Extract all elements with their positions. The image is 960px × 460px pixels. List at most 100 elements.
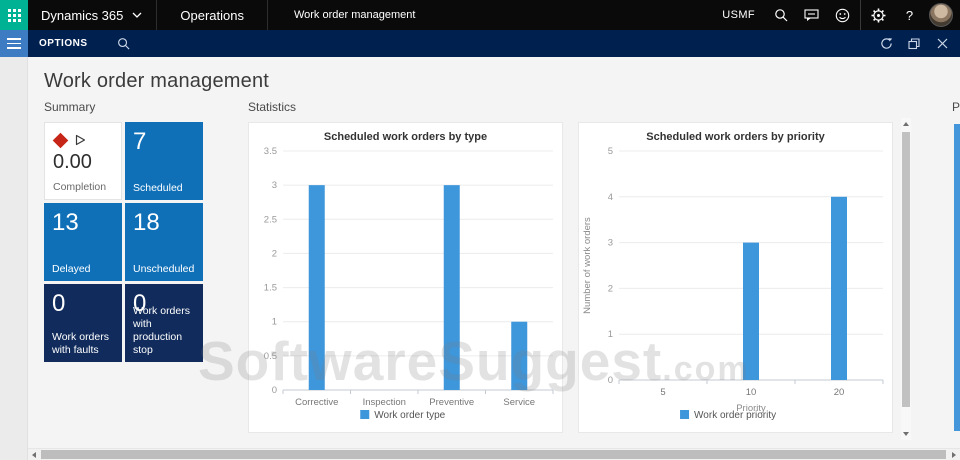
- collapsed-nav-rail[interactable]: [0, 57, 28, 460]
- smiley-icon: [835, 8, 850, 22]
- tile-label: Completion: [53, 180, 107, 193]
- play-icon: [75, 134, 86, 146]
- svg-text:3: 3: [608, 238, 613, 249]
- tile-value: 13: [52, 209, 79, 236]
- svg-text:4: 4: [608, 192, 613, 203]
- help-button[interactable]: ?: [894, 0, 925, 30]
- horizontal-scrollbar[interactable]: [28, 448, 960, 460]
- action-search-button[interactable]: [108, 29, 139, 59]
- scroll-left-arrow-icon[interactable]: [32, 452, 36, 458]
- tile-value: 0: [133, 290, 147, 317]
- tile-value: 0: [52, 290, 66, 317]
- tile-label: Work orders with production stop: [133, 304, 190, 356]
- topbar-divider: [156, 0, 158, 30]
- tile-delayed[interactable]: 13 Delayed: [44, 203, 122, 281]
- smiley-button[interactable]: [827, 0, 858, 30]
- company-selector[interactable]: USMF: [722, 9, 755, 21]
- topbar: Dynamics 365 Operations Work order manag…: [0, 0, 960, 30]
- close-button[interactable]: [930, 32, 954, 56]
- svg-text:0.5: 0.5: [264, 351, 277, 362]
- svg-text:0: 0: [608, 375, 613, 386]
- refresh-icon: [880, 38, 892, 49]
- help-icon: ?: [905, 7, 914, 23]
- svg-text:Inspection: Inspection: [363, 397, 406, 408]
- svg-text:Number of work orders: Number of work orders: [582, 217, 593, 314]
- svg-text:Scheduled work orders by prior: Scheduled work orders by priority: [646, 131, 825, 143]
- app-name-button[interactable]: Operations: [157, 0, 267, 30]
- tile-work-orders-with-faults[interactable]: 0 Work orders with faults: [44, 284, 122, 362]
- options-menu-button[interactable]: OPTIONS: [39, 38, 88, 49]
- svg-text:3.5: 3.5: [264, 146, 277, 157]
- tile-completion[interactable]: 0.00 Completion: [44, 122, 122, 200]
- vertical-scrollbar-thumb[interactable]: [902, 132, 910, 407]
- chart-card-work-orders-by-priority: Scheduled work orders by priority 0 1 2 3 4 5 5…: [578, 122, 893, 433]
- tile-label: Work orders with faults: [52, 330, 109, 356]
- svg-text:Service: Service: [503, 397, 535, 408]
- product-switcher[interactable]: Dynamics 365: [28, 0, 156, 30]
- svg-text:5: 5: [660, 387, 665, 398]
- page-title: Work order management: [44, 70, 270, 92]
- tile-value: 18: [133, 209, 160, 236]
- scroll-right-arrow-icon[interactable]: [952, 452, 956, 458]
- app-name: Operations: [180, 7, 244, 23]
- svg-text:0: 0: [272, 385, 277, 396]
- tile-value: 7: [133, 128, 147, 155]
- svg-text:1: 1: [608, 329, 613, 340]
- svg-text:Corrective: Corrective: [295, 397, 338, 408]
- window-controls: [874, 32, 954, 56]
- tile-label: Delayed: [52, 262, 91, 275]
- app-launcher-button[interactable]: [0, 0, 28, 30]
- svg-text:1: 1: [272, 317, 277, 328]
- svg-text:20: 20: [834, 387, 845, 398]
- tile-label: Scheduled: [133, 181, 183, 194]
- topbar-actions: USMF: [712, 0, 960, 30]
- tile-unscheduled[interactable]: 18 Unscheduled: [125, 203, 203, 281]
- search-icon: [117, 38, 129, 50]
- scroll-down-arrow-icon[interactable]: [903, 432, 909, 436]
- hamburger-icon: [7, 38, 21, 40]
- svg-text:Priority: Priority: [736, 403, 766, 414]
- horizontal-scrollbar-thumb[interactable]: [41, 450, 946, 459]
- next-section-heading: P: [952, 100, 960, 114]
- topbar-divider: [266, 0, 268, 30]
- svg-text:2: 2: [272, 248, 277, 259]
- hamburger-button[interactable]: [0, 30, 28, 57]
- chevron-down-icon: [132, 12, 142, 18]
- svg-text:Scheduled work orders by type: Scheduled work orders by type: [324, 131, 487, 143]
- page-tab[interactable]: Work order management: [268, 0, 441, 30]
- tile-value: 0.00: [53, 151, 92, 173]
- scroll-up-arrow-icon[interactable]: [903, 122, 909, 126]
- vertical-scrollbar[interactable]: [901, 118, 911, 440]
- bar-chart-by-priority: Scheduled work orders by priority 0 1 2 3 4 5 5…: [582, 131, 884, 421]
- topbar-divider: [860, 0, 861, 30]
- kpi-icons: [52, 132, 113, 148]
- tile-label: Unscheduled: [133, 262, 195, 275]
- next-section-partial-tile[interactable]: [954, 124, 960, 431]
- svg-text:1.5: 1.5: [264, 283, 277, 294]
- svg-text:Work order priority: Work order priority: [694, 410, 776, 421]
- search-button[interactable]: [765, 0, 796, 30]
- page-tab-label: Work order management: [293, 9, 416, 21]
- svg-text:Preventive: Preventive: [429, 397, 474, 408]
- tile-work-orders-with-production-stop[interactable]: 0 Work orders with production stop: [125, 284, 203, 362]
- restore-window-button[interactable]: [902, 32, 926, 56]
- svg-text:5: 5: [608, 146, 613, 157]
- svg-text:2: 2: [608, 283, 613, 294]
- product-name: Dynamics 365: [41, 7, 124, 23]
- tile-scheduled[interactable]: 7 Scheduled: [125, 122, 203, 200]
- restore-window-icon: [908, 37, 920, 49]
- statistics-heading: Statistics: [248, 100, 297, 114]
- waffle-icon: [7, 8, 21, 22]
- chart-card-work-orders-by-type: Scheduled work orders by type 0 0.5 1 1.5 2 2.…: [248, 122, 563, 433]
- summary-tiles: 0.00 Completion 7 Scheduled 13 Delayed 1…: [44, 122, 203, 362]
- settings-button[interactable]: [863, 0, 894, 30]
- summary-heading: Summary: [44, 100, 96, 114]
- close-icon: [937, 38, 947, 49]
- feedback-button[interactable]: [796, 0, 827, 30]
- feedback-icon: [804, 9, 819, 21]
- search-icon: [774, 9, 787, 22]
- refresh-button[interactable]: [874, 32, 898, 56]
- user-avatar[interactable]: [929, 3, 953, 27]
- svg-text:2.5: 2.5: [264, 214, 277, 225]
